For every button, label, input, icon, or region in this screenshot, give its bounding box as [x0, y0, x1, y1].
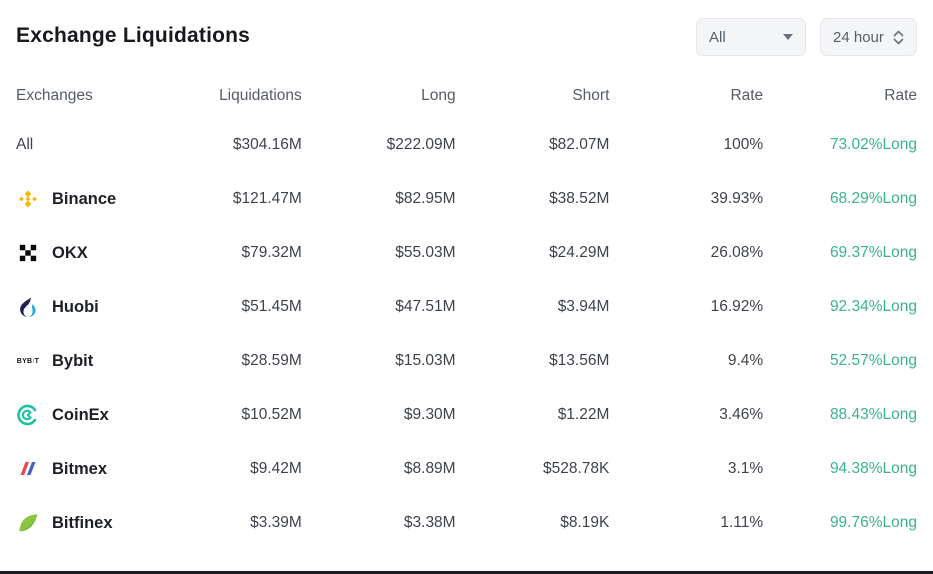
rate-value: 3.46%: [719, 406, 764, 423]
short-value: $24.29M: [549, 244, 610, 261]
exchange-cell: CoinEx: [16, 403, 148, 427]
binance-icon: [16, 187, 40, 211]
exchange-cell: Binance: [16, 187, 148, 211]
exchange-name: OKX: [52, 243, 88, 262]
timeframe-dropdown[interactable]: 24 hour: [820, 18, 917, 56]
exchange-cell: BYBiT Bybit: [16, 349, 148, 373]
exchange-name: Binance: [52, 189, 117, 208]
rate-long-value: 92.34%Long: [829, 298, 917, 315]
exchange-filter-value: All: [709, 28, 726, 46]
rate-long-value: 68.29%Long: [829, 190, 917, 207]
panel-header: Exchange Liquidations All 24 hour: [0, 0, 933, 72]
exchange-name: CoinEx: [52, 405, 109, 424]
bottom-divider: [0, 571, 933, 574]
short-value: $13.56M: [549, 352, 610, 369]
exchange-name: Bybit: [52, 351, 94, 370]
table-header-row: Exchanges Liquidations Long Short Rate R…: [0, 74, 933, 118]
exchange-name: All: [16, 136, 34, 153]
table-row[interactable]: OKX $79.32M $55.03M $24.29M 26.08% 69.37…: [0, 226, 933, 280]
table-row[interactable]: Bitfinex $3.39M $3.38M $8.19K 1.11% 99.7…: [0, 496, 933, 550]
table-row[interactable]: CoinEx $10.52M $9.30M $1.22M 3.46% 88.43…: [0, 388, 933, 442]
liquidations-value: $121.47M: [232, 190, 302, 207]
caret-down-icon: [783, 34, 793, 40]
exchange-cell: Bitmex: [16, 457, 148, 481]
exchange-cell: Bitfinex: [16, 511, 148, 535]
short-value: $3.94M: [557, 298, 610, 315]
rate-long-value: 99.76%Long: [829, 514, 917, 531]
timeframe-value: 24 hour: [833, 28, 884, 46]
table-row[interactable]: Bitmex $9.42M $8.89M $528.78K 3.1% 94.38…: [0, 442, 933, 496]
long-value: $3.38M: [403, 514, 456, 531]
exchange-cell: Huobi: [16, 295, 148, 319]
rate-value: 100%: [723, 136, 764, 153]
short-value: $38.52M: [549, 190, 610, 207]
liquidations-value: $9.42M: [250, 460, 302, 477]
bitfinex-icon: [16, 511, 40, 535]
col-header-exchanges: Exchanges: [16, 87, 93, 104]
coinex-icon: [16, 403, 40, 427]
liquidations-value: $10.52M: [241, 406, 302, 423]
exchange-cell: All: [16, 136, 148, 154]
long-value: $15.03M: [395, 352, 456, 369]
liquidations-value: $51.45M: [241, 298, 302, 315]
rate-value: 1.11%: [720, 514, 764, 531]
long-value: $82.95M: [395, 190, 456, 207]
short-value: $8.19K: [560, 514, 610, 531]
huobi-icon: [16, 295, 40, 319]
rate-value: 16.92%: [710, 298, 764, 315]
short-value: $82.07M: [549, 136, 610, 153]
rate-value: 9.4%: [727, 352, 764, 369]
long-value: $8.89M: [403, 460, 456, 477]
bitmex-icon: [16, 457, 40, 481]
exchange-cell: OKX: [16, 241, 148, 265]
okx-icon: [16, 241, 40, 265]
up-down-chevron-icon: [893, 30, 904, 45]
col-header-rate: Rate: [730, 87, 764, 104]
rate-long-value: 73.02%Long: [829, 136, 917, 153]
long-value: $9.30M: [403, 406, 456, 423]
table-row[interactable]: BYBiT Bybit $28.59M $15.03M $13.56M 9.4%…: [0, 334, 933, 388]
short-value: $1.22M: [557, 406, 610, 423]
liquidations-value: $3.39M: [250, 514, 302, 531]
rate-long-value: 69.37%Long: [829, 244, 917, 261]
long-value: $55.03M: [395, 244, 456, 261]
short-value: $528.78K: [543, 460, 610, 477]
table-row[interactable]: Huobi $51.45M $47.51M $3.94M 16.92% 92.3…: [0, 280, 933, 334]
table-row[interactable]: All $304.16M $222.09M $82.07M 100% 73.02…: [0, 118, 933, 172]
liquidations-table: Exchanges Liquidations Long Short Rate R…: [0, 74, 933, 550]
rate-long-value: 94.38%Long: [829, 460, 917, 477]
col-header-liquidations: Liquidations: [219, 87, 302, 104]
exchange-name: Bitfinex: [52, 513, 113, 532]
bybit-icon: BYBiT: [16, 357, 40, 365]
liquidations-value: $28.59M: [241, 352, 302, 369]
col-header-rate-long: Rate: [884, 87, 917, 104]
page-title: Exchange Liquidations: [16, 24, 251, 47]
col-header-long: Long: [421, 87, 456, 104]
rate-value: 3.1%: [727, 460, 764, 477]
long-value: $47.51M: [395, 298, 456, 315]
exchange-filter-dropdown[interactable]: All: [696, 18, 806, 56]
rate-value: 26.08%: [710, 244, 764, 261]
exchange-name: Bitmex: [52, 459, 108, 478]
header-controls: All 24 hour: [696, 18, 917, 56]
long-value: $222.09M: [386, 136, 456, 153]
rate-value: 39.93%: [710, 190, 764, 207]
rate-long-value: 88.43%Long: [829, 406, 917, 423]
table-body: All $304.16M $222.09M $82.07M 100% 73.02…: [0, 118, 933, 550]
liquidations-value: $79.32M: [241, 244, 302, 261]
liquidations-value: $304.16M: [232, 136, 302, 153]
rate-long-value: 52.57%Long: [829, 352, 917, 369]
exchange-name: Huobi: [52, 297, 99, 316]
col-header-short: Short: [572, 87, 610, 104]
table-row[interactable]: Binance $121.47M $82.95M $38.52M 39.93% …: [0, 172, 933, 226]
